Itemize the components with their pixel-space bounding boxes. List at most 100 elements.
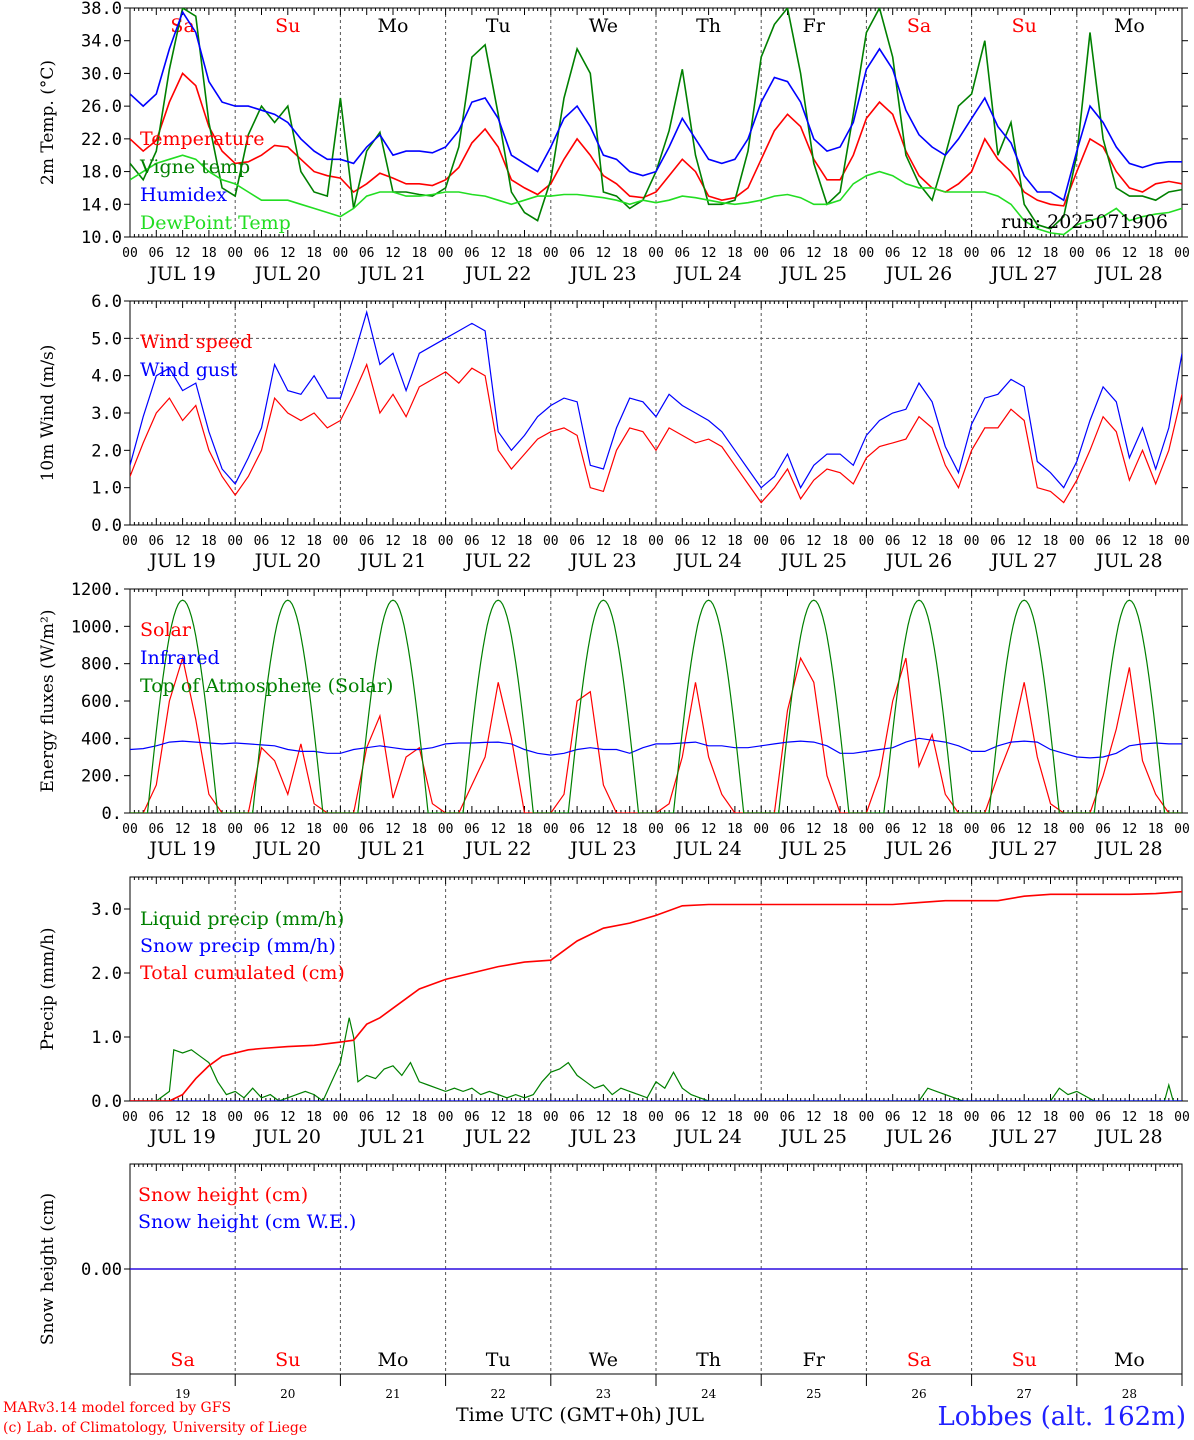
series-line (130, 890, 1182, 1101)
hour-tick-label: 18 (411, 534, 427, 549)
hour-tick-label: 12 (490, 822, 506, 837)
date-label: JUL 23 (568, 1126, 636, 1148)
weekday-label: We (589, 15, 618, 37)
hour-tick-label: 00 (1069, 246, 1085, 261)
hour-tick-label: 06 (359, 534, 375, 549)
date-label: JUL 19 (147, 550, 215, 572)
hour-tick-label: 00 (333, 534, 349, 549)
day-number-label: 26 (911, 1387, 926, 1401)
y-tick-label: 800. (81, 655, 122, 675)
y-tick-label: 5.0 (91, 329, 122, 349)
hour-tick-label: 06 (780, 1110, 796, 1125)
hour-tick-label: 06 (1095, 1110, 1111, 1125)
day-number-label: 25 (806, 1387, 821, 1401)
hour-tick-label: 06 (674, 246, 690, 261)
hour-tick-label: 00 (333, 246, 349, 261)
hour-tick-label: 12 (385, 246, 401, 261)
hour-tick-label: 06 (885, 534, 901, 549)
hour-tick-label: 06 (990, 246, 1006, 261)
date-label: JUL 25 (779, 550, 847, 572)
hour-tick-label: 12 (596, 246, 612, 261)
hour-tick-label: 00 (1069, 534, 1085, 549)
hour-tick-label: 18 (937, 534, 953, 549)
weekday-label: Mo (378, 1349, 409, 1371)
date-label: JUL 26 (884, 550, 952, 572)
y-tick-label: 1000. (71, 617, 122, 637)
hour-tick-label: 00 (648, 1110, 664, 1125)
run-label: run: 2025071906 (1001, 211, 1168, 233)
y-tick-label: 600. (81, 692, 122, 712)
weekday-label: Sa (170, 1349, 194, 1371)
weekday-label: Su (1012, 15, 1037, 37)
hour-tick-label: 06 (1095, 534, 1111, 549)
series-line (130, 309, 1182, 490)
hour-tick-label: 00 (122, 822, 138, 837)
hour-tick-label: 06 (885, 1110, 901, 1125)
hour-tick-label: 00 (964, 246, 980, 261)
legend-entry: Snow height (cm) (138, 1184, 308, 1206)
weekday-label: Su (275, 1349, 300, 1371)
hour-tick-label: 18 (622, 534, 638, 549)
date-label: JUL 25 (779, 263, 847, 285)
panel-3: 0. 200. 400. 600. 800. 1000. 1200. Energy fluxe… (38, 580, 1190, 860)
hour-tick-label: 00 (1174, 822, 1190, 837)
legend-entry: Solar (140, 619, 192, 641)
hour-tick-label: 06 (780, 246, 796, 261)
date-label: JUL 27 (989, 550, 1057, 572)
date-label: JUL 21 (358, 550, 426, 572)
hour-tick-label: 00 (438, 822, 454, 837)
legend-entry: Top of Atmosphere (Solar) (140, 675, 393, 697)
hour-tick-label: 06 (359, 246, 375, 261)
y-tick-label: 30.0 (81, 64, 122, 84)
day-number-label: 21 (385, 1387, 400, 1401)
y-axis-label: Energy fluxes (W/m²) (38, 610, 58, 793)
weekday-label: We (589, 1349, 618, 1371)
hour-tick-label: 00 (227, 246, 243, 261)
hour-tick-label: 12 (911, 246, 927, 261)
panel-5: 0.00 Snow height (cm) Sa Su Mo Tu We Th Fr Sa Su Mo… (38, 1163, 1188, 1401)
legend-entry: Wind gust (140, 359, 238, 381)
hour-tick-label: 00 (333, 1110, 349, 1125)
hour-tick-label: 06 (464, 1110, 480, 1125)
day-number-label: 20 (280, 1387, 295, 1401)
hour-tick-label: 00 (859, 246, 875, 261)
hour-tick-label: 18 (517, 822, 533, 837)
weekday-label: Mo (1114, 1349, 1145, 1371)
date-label: JUL 22 (463, 1126, 531, 1148)
hour-tick-label: 00 (543, 1110, 559, 1125)
date-label: JUL 24 (673, 550, 741, 572)
weekday-label: Su (1012, 1349, 1037, 1371)
hour-tick-label: 18 (411, 246, 427, 261)
hour-tick-label: 12 (1122, 246, 1138, 261)
date-label: JUL 28 (1094, 263, 1162, 285)
hour-tick-label: 06 (359, 822, 375, 837)
hour-tick-label: 06 (780, 822, 796, 837)
date-label: JUL 19 (147, 263, 215, 285)
y-tick-label: 18.0 (81, 163, 122, 183)
hour-tick-label: 18 (306, 1110, 322, 1125)
weekday-label: Sa (907, 15, 931, 37)
date-label: JUL 19 (147, 838, 215, 860)
model-credit: MARv3.14 model forced by GFS (3, 1400, 232, 1416)
hour-tick-label: 06 (885, 822, 901, 837)
hour-tick-label: 06 (674, 822, 690, 837)
hour-tick-label: 12 (596, 822, 612, 837)
hour-tick-label: 00 (227, 534, 243, 549)
hour-tick-label: 18 (1148, 822, 1164, 837)
date-label: JUL 27 (989, 1126, 1057, 1148)
y-axis-label: 10m Wind (m/s) (38, 345, 58, 482)
hour-tick-label: 12 (596, 1110, 612, 1125)
hour-tick-label: 12 (1016, 246, 1032, 261)
y-tick-label: 2.0 (91, 441, 122, 461)
hour-tick-label: 18 (517, 1110, 533, 1125)
hour-tick-label: 00 (859, 822, 875, 837)
hour-tick-label: 18 (411, 822, 427, 837)
hour-tick-label: 18 (937, 246, 953, 261)
hour-tick-label: 12 (175, 1110, 191, 1125)
hour-tick-label: 12 (1016, 534, 1032, 549)
hour-tick-label: 12 (701, 534, 717, 549)
date-label: JUL 22 (463, 550, 531, 572)
y-tick-label: 0.0 (91, 1092, 122, 1112)
date-label: JUL 23 (568, 550, 636, 572)
